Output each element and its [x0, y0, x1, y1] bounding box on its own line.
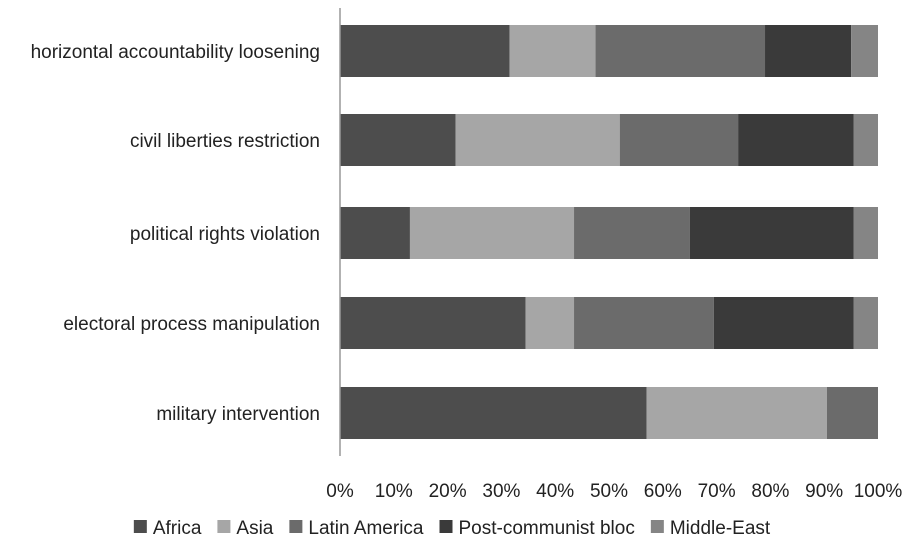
- legend-swatch: [217, 520, 231, 533]
- category-label: horizontal accountability loosening: [31, 42, 320, 63]
- legend-label: Asia: [236, 518, 273, 539]
- x-tick-label: 100%: [854, 481, 903, 502]
- bar-segment: [595, 25, 766, 77]
- bar-segment: [340, 387, 647, 439]
- x-tick-label: 60%: [644, 481, 682, 502]
- x-tick-label: 40%: [536, 481, 574, 502]
- bar-segment: [574, 207, 690, 259]
- bar-segment: [525, 297, 575, 349]
- x-tick-label: 20%: [429, 481, 467, 502]
- bar-segment: [853, 297, 878, 349]
- legend-swatch: [133, 520, 147, 533]
- bar-segment: [765, 25, 852, 77]
- bars-group: [340, 25, 878, 439]
- bar-segment: [826, 387, 878, 439]
- category-label: military intervention: [156, 404, 320, 425]
- bar-segment: [713, 297, 854, 349]
- bar-segment: [574, 297, 714, 349]
- x-tick-label: 80%: [751, 481, 789, 502]
- bar-segment: [851, 25, 878, 77]
- bar-segment: [689, 207, 854, 259]
- category-label: political rights violation: [130, 224, 320, 245]
- bar-segment: [340, 297, 526, 349]
- bar-segment: [340, 25, 510, 77]
- x-tick-label: 30%: [482, 481, 520, 502]
- x-tick-label: 70%: [698, 481, 736, 502]
- bar-segment: [853, 114, 878, 166]
- x-tick-label: 0%: [326, 481, 354, 502]
- legend-swatch: [439, 520, 453, 533]
- legend-swatch: [289, 520, 303, 533]
- legend-label: Post-communist bloc: [459, 518, 635, 539]
- bar-segment: [340, 114, 456, 166]
- category-label: civil liberties restriction: [130, 131, 320, 152]
- legend-label: Africa: [153, 518, 202, 539]
- bar-segment: [619, 114, 739, 166]
- bar-segment: [340, 207, 410, 259]
- legend-swatch: [650, 520, 664, 533]
- bar-segment: [646, 387, 827, 439]
- x-tick-label: 10%: [375, 481, 413, 502]
- x-tick-label: 50%: [590, 481, 628, 502]
- legend-label: Latin America: [308, 518, 424, 539]
- bar-segment: [455, 114, 620, 166]
- bar-segment: [853, 207, 878, 259]
- legend: Africa Asia Latin America Post-communist bl…: [133, 518, 771, 539]
- bar-segment: [509, 25, 596, 77]
- bar-segment: [738, 114, 854, 166]
- legend-label: Middle-East: [670, 518, 771, 539]
- category-labels: horizontal accountability loosening civil…: [31, 42, 320, 425]
- x-axis-tick-labels: 0% 10% 20% 30% 40% 50% 60% 70% 80% 90% 100%: [326, 481, 902, 502]
- x-tick-label: 90%: [805, 481, 843, 502]
- bar-segment: [409, 207, 575, 259]
- category-label: electoral process manipulation: [63, 314, 320, 335]
